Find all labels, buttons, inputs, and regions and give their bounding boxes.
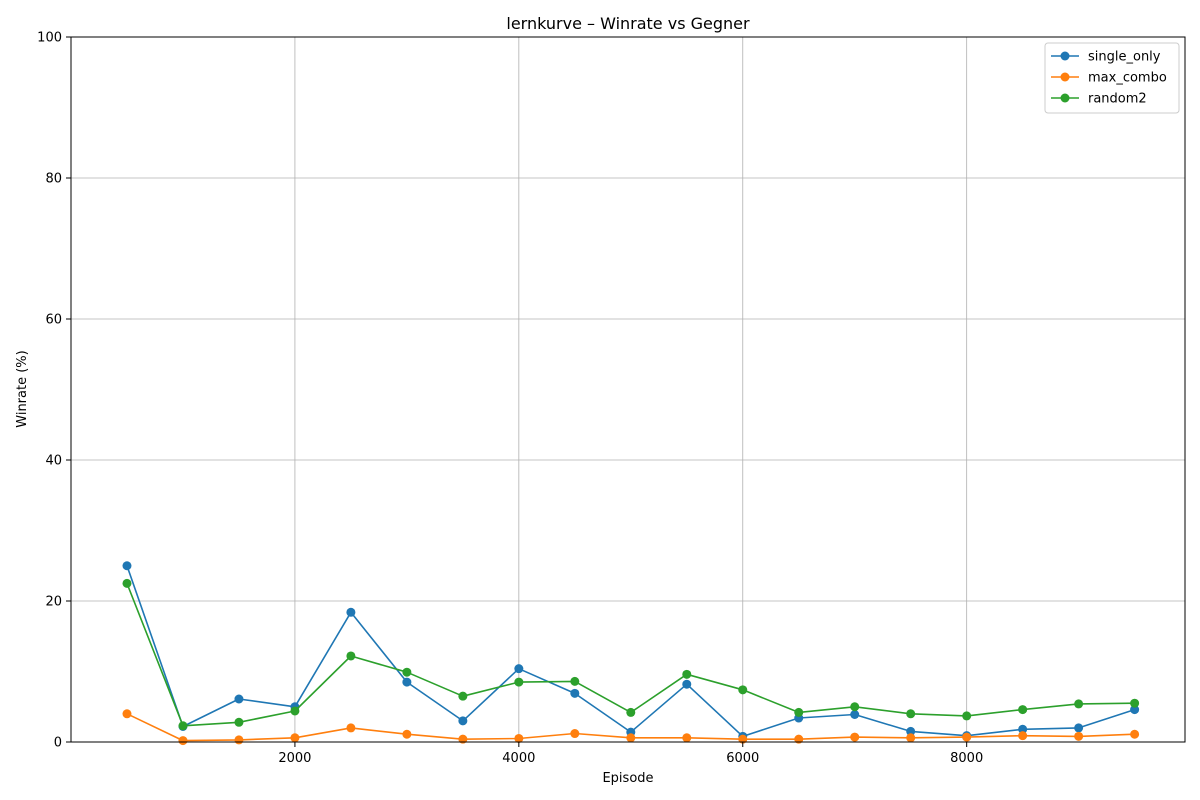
data-point-single_only <box>122 561 132 571</box>
data-point-single_only <box>346 607 356 617</box>
legend: single_only max_combo random2 <box>1044 42 1180 114</box>
series-max_combo <box>122 709 1140 746</box>
grid-lines <box>71 36 1185 743</box>
data-point-max_combo <box>178 736 188 746</box>
data-point-max_combo <box>794 734 804 744</box>
data-point-single_only <box>402 677 412 687</box>
y-axis-label: Winrate (%) <box>15 350 30 427</box>
data-point-max_combo <box>402 729 412 739</box>
y-tick-label: 60 <box>45 313 62 328</box>
legend-item-single_only: single_only <box>1051 50 1161 65</box>
x-axis-ticks: 2000 4000 6000 8000 <box>278 742 983 766</box>
legend-swatch-marker <box>1060 51 1070 61</box>
x-tick-label: 8000 <box>950 751 983 766</box>
data-point-max_combo <box>514 733 524 743</box>
data-point-max_combo <box>738 734 748 744</box>
data-point-single_only <box>1074 723 1084 733</box>
data-point-max_combo <box>962 732 972 742</box>
data-point-random2 <box>178 721 188 731</box>
data-point-random2 <box>570 676 580 686</box>
data-point-random2 <box>234 717 244 727</box>
data-point-random2 <box>1074 699 1084 709</box>
y-tick-label: 100 <box>37 31 62 46</box>
series-random2 <box>122 578 1140 731</box>
data-point-single_only <box>1130 705 1140 715</box>
legend-item-random2: random2 <box>1051 92 1147 107</box>
chart-title: lernkurve – Winrate vs Gegner <box>506 14 750 33</box>
legend-box <box>1044 42 1180 114</box>
data-point-single_only <box>1018 724 1028 734</box>
data-point-random2 <box>514 677 524 687</box>
data-point-single_only <box>850 710 860 720</box>
y-tick-label: 20 <box>45 595 62 610</box>
data-point-random2 <box>906 709 916 719</box>
series-layer <box>122 561 1140 746</box>
data-point-random2 <box>626 707 636 717</box>
data-point-random2 <box>738 685 748 695</box>
data-point-random2 <box>122 578 132 588</box>
data-point-max_combo <box>1074 731 1084 741</box>
data-point-max_combo <box>458 734 468 744</box>
data-point-random2 <box>346 651 356 661</box>
data-point-max_combo <box>346 723 356 733</box>
data-point-max_combo <box>906 733 916 743</box>
data-point-max_combo <box>1018 731 1028 741</box>
data-point-max_combo <box>570 729 580 739</box>
data-point-single_only <box>570 688 580 698</box>
legend-label: single_only <box>1088 50 1161 65</box>
data-point-random2 <box>962 711 972 721</box>
data-point-single_only <box>906 726 916 736</box>
data-point-single_only <box>234 694 244 704</box>
legend-label: random2 <box>1088 92 1147 107</box>
data-point-single_only <box>682 679 692 689</box>
data-point-max_combo <box>234 735 244 745</box>
data-point-random2 <box>850 702 860 712</box>
y-tick-label: 80 <box>45 172 62 187</box>
data-point-max_combo <box>1130 729 1140 739</box>
data-point-max_combo <box>122 709 132 719</box>
data-point-random2 <box>794 707 804 717</box>
data-point-max_combo <box>290 733 300 743</box>
y-tick-label: 40 <box>45 454 62 469</box>
legend-swatch-marker <box>1060 72 1070 82</box>
data-point-random2 <box>682 669 692 679</box>
data-point-random2 <box>402 667 412 677</box>
data-point-random2 <box>1130 698 1140 708</box>
x-tick-label: 4000 <box>502 751 535 766</box>
x-tick-label: 6000 <box>726 751 759 766</box>
plot-frame <box>70 36 1186 743</box>
y-axis-ticks: 0 20 40 60 80 100 <box>37 31 71 751</box>
data-point-max_combo <box>626 733 636 743</box>
data-point-single_only <box>514 664 524 674</box>
y-tick-label: 0 <box>54 736 62 751</box>
legend-label: max_combo <box>1088 71 1167 86</box>
x-tick-label: 2000 <box>278 751 311 766</box>
data-point-random2 <box>1018 705 1028 715</box>
data-point-random2 <box>290 706 300 716</box>
legend-swatch-marker <box>1060 93 1070 103</box>
x-axis-label: Episode <box>602 771 653 786</box>
legend-item-max_combo: max_combo <box>1051 71 1167 86</box>
data-point-random2 <box>458 691 468 701</box>
data-point-max_combo <box>850 732 860 742</box>
data-point-max_combo <box>682 733 692 743</box>
data-point-single_only <box>458 716 468 726</box>
